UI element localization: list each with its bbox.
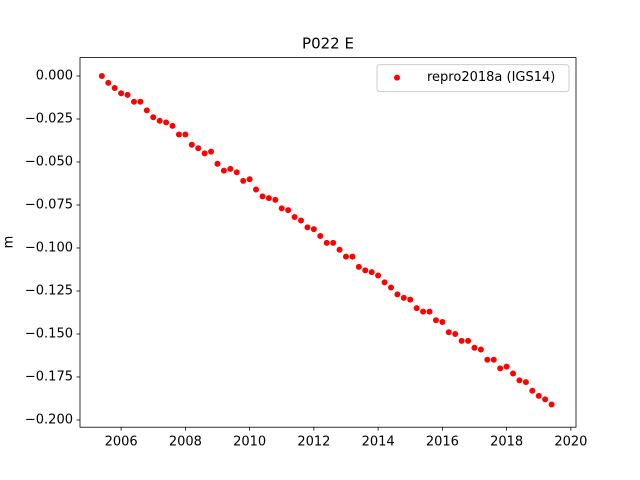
data-point xyxy=(317,232,324,239)
x-tick-label: 2012 xyxy=(297,435,330,450)
data-point xyxy=(413,305,420,312)
x-tick-label: 2016 xyxy=(426,435,459,450)
legend-marker xyxy=(394,74,400,81)
data-point xyxy=(265,195,272,202)
axes-frame xyxy=(79,57,577,428)
data-point xyxy=(368,269,375,276)
data-point xyxy=(542,396,549,403)
data-point xyxy=(195,145,202,152)
data-point xyxy=(233,169,240,176)
data-point xyxy=(336,246,343,253)
data-point xyxy=(220,167,227,174)
y-tick-label: −0.125 xyxy=(25,283,73,298)
y-tick-label: −0.200 xyxy=(25,412,73,427)
data-point xyxy=(465,337,472,344)
data-point xyxy=(471,344,478,351)
data-point xyxy=(535,392,542,399)
data-point xyxy=(130,98,137,105)
data-point xyxy=(394,291,401,298)
data-point xyxy=(240,177,247,184)
y-tick-label: −0.100 xyxy=(25,240,73,255)
data-point xyxy=(400,294,407,301)
data-point xyxy=(497,365,504,372)
data-point xyxy=(522,379,529,386)
data-point xyxy=(407,296,414,303)
data-point xyxy=(259,193,266,200)
data-point xyxy=(529,387,536,394)
data-point xyxy=(298,217,305,224)
data-point xyxy=(439,318,446,325)
data-point xyxy=(477,346,484,353)
x-tick-label: 2008 xyxy=(169,435,202,450)
data-point xyxy=(516,377,523,384)
x-tick-label: 2014 xyxy=(362,435,395,450)
y-axis-label: m xyxy=(2,236,17,249)
data-point xyxy=(118,90,125,97)
data-point xyxy=(105,79,112,86)
data-point xyxy=(214,160,221,167)
data-point xyxy=(175,131,182,138)
data-point xyxy=(143,107,150,114)
data-point xyxy=(201,150,208,157)
data-point xyxy=(150,114,157,121)
data-point xyxy=(484,356,491,363)
data-point xyxy=(510,370,517,377)
data-point xyxy=(124,91,131,98)
data-point xyxy=(323,239,330,246)
data-point xyxy=(253,186,260,193)
data-point xyxy=(208,148,215,155)
x-tick-label: 2020 xyxy=(554,435,587,450)
data-point xyxy=(420,308,427,315)
y-tick-label: −0.175 xyxy=(25,369,73,384)
legend-label: repro2018a (IGS14) xyxy=(427,70,555,85)
data-point xyxy=(375,272,382,279)
data-point xyxy=(490,356,497,363)
x-tick-label: 2010 xyxy=(233,435,266,450)
data-point xyxy=(548,401,555,408)
chart-title: P022 E xyxy=(302,35,354,53)
data-point xyxy=(342,253,349,260)
data-point xyxy=(227,165,234,172)
y-tick-label: −0.050 xyxy=(25,154,73,169)
y-tick-label: −0.075 xyxy=(25,197,73,212)
data-point xyxy=(304,224,311,231)
data-point xyxy=(362,267,369,274)
x-tick-label: 2018 xyxy=(490,435,523,450)
data-point xyxy=(156,117,163,124)
y-tick-label: −0.150 xyxy=(25,326,73,341)
data-point xyxy=(163,119,170,126)
data-point xyxy=(387,284,394,291)
data-point xyxy=(432,317,439,324)
data-point xyxy=(381,279,388,286)
data-point xyxy=(445,329,452,336)
data-point xyxy=(291,214,298,221)
x-tick-label: 2006 xyxy=(105,435,138,450)
data-point xyxy=(188,141,195,148)
legend-box xyxy=(376,64,570,93)
data-point xyxy=(182,131,189,138)
data-point xyxy=(98,73,105,80)
data-point xyxy=(330,239,337,246)
y-tick-label: −0.025 xyxy=(25,111,73,126)
data-point xyxy=(169,122,176,129)
data-point xyxy=(246,176,253,183)
data-point xyxy=(272,196,279,203)
data-point xyxy=(452,330,459,337)
data-point xyxy=(503,363,510,370)
y-tick-label: 0.000 xyxy=(36,69,73,84)
data-point xyxy=(458,337,465,344)
data-point xyxy=(137,98,144,105)
data-point xyxy=(426,308,433,315)
data-point xyxy=(349,253,356,260)
data-point xyxy=(111,85,118,92)
data-point xyxy=(310,226,317,233)
data-point xyxy=(278,205,285,212)
data-point xyxy=(355,263,362,270)
data-point xyxy=(285,207,292,214)
